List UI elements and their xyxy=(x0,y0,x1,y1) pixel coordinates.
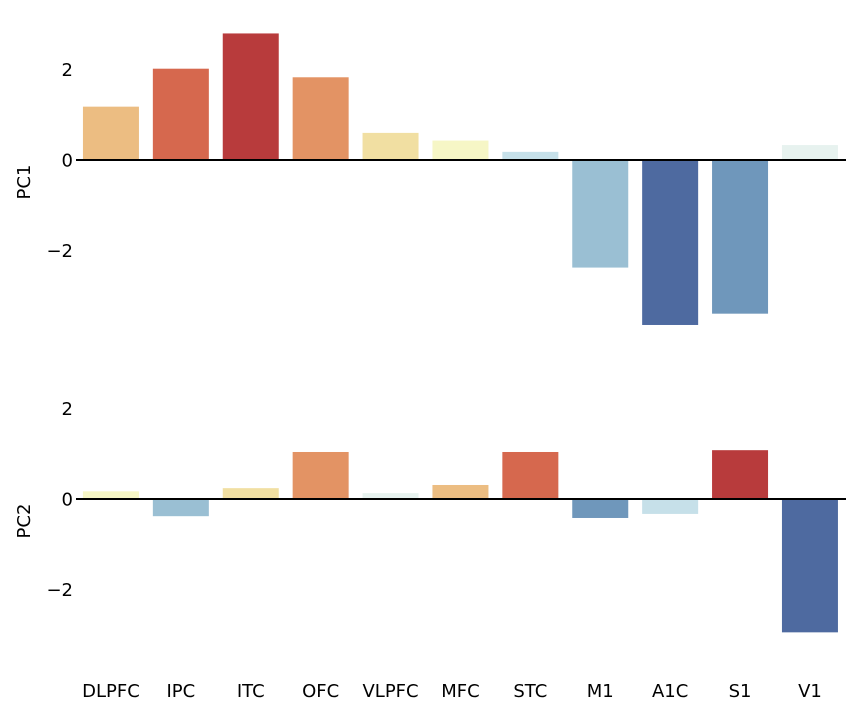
panel1-bar-dlpfc xyxy=(82,106,139,160)
panel2-bar-s1 xyxy=(712,450,769,499)
panel1-bar-stc xyxy=(502,151,559,160)
panel1-ytick-label: −2 xyxy=(46,241,73,262)
xtick-label-stc: STC xyxy=(513,681,547,702)
panel1-bar-v1 xyxy=(781,145,838,160)
panel2-bar-ipc xyxy=(152,499,209,517)
panel1-bar-mfc xyxy=(432,140,489,160)
panel2-bar-v1 xyxy=(781,499,838,633)
xtick-label-s1: S1 xyxy=(729,681,752,702)
panel2-bar-itc xyxy=(222,488,279,499)
xtick-label-ipc: IPC xyxy=(166,681,195,702)
panel2-bar-a1c xyxy=(642,499,699,514)
panel2-bar-dlpfc xyxy=(82,491,139,499)
xtick-label-a1c: A1C xyxy=(652,681,688,702)
xtick-label-mfc: MFC xyxy=(441,681,479,702)
panel1-bar-itc xyxy=(222,33,279,160)
panel1-bar-s1 xyxy=(712,160,769,314)
panel1-bar-vlpfc xyxy=(362,132,419,160)
panel2-ytick-label: 2 xyxy=(62,399,73,420)
panel2-ytick-label: −2 xyxy=(46,580,73,601)
panel1-bar-ofc xyxy=(292,77,349,160)
xtick-label-ofc: OFC xyxy=(302,681,339,702)
panel1-ytick-label: 0 xyxy=(62,151,73,172)
xtick-label-itc: ITC xyxy=(237,681,265,702)
panel1-bar-ipc xyxy=(152,68,209,160)
panel1-ylabel: PC1 xyxy=(14,165,35,200)
panel2-bar-ofc xyxy=(292,451,349,499)
xtick-label-v1: V1 xyxy=(798,681,822,702)
panel2-bar-vlpfc xyxy=(362,493,419,499)
panel2-bar-mfc xyxy=(432,484,489,499)
xtick-label-vlpfc: VLPFC xyxy=(362,681,418,702)
xtick-label-m1: M1 xyxy=(587,681,614,702)
panel1-bar-a1c xyxy=(642,160,699,325)
panel2-ylabel: PC2 xyxy=(14,504,35,539)
panel2-ytick-label: 0 xyxy=(62,490,73,511)
panel1-bar-m1 xyxy=(572,160,629,268)
xtick-label-dlpfc: DLPFC xyxy=(82,681,140,702)
panel1-ytick-label: 2 xyxy=(62,60,73,81)
panel2-bar-m1 xyxy=(572,499,629,518)
panel2-bar-stc xyxy=(502,451,559,499)
